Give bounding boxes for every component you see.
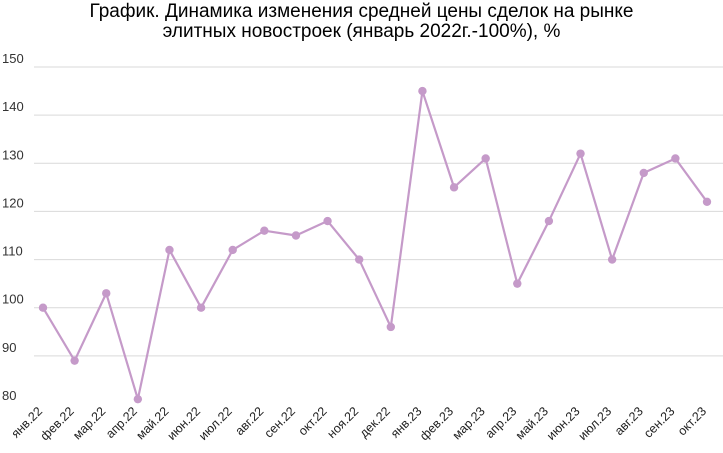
y-tick-label-150: 150 xyxy=(2,51,24,66)
x-tick-label-13: фев.23 xyxy=(417,404,456,443)
x-tick-label-3: апр.22 xyxy=(103,404,140,441)
y-tick-label-100: 100 xyxy=(2,292,24,307)
x-tick-label-6: июл.22 xyxy=(196,404,235,443)
x-tick-label-1: фев.22 xyxy=(38,404,77,443)
data-point-12 xyxy=(418,86,427,96)
chart-title-line-1: График. Динамика изменения средней цены … xyxy=(89,1,634,22)
x-tick-label-21: окт.23 xyxy=(675,404,709,438)
data-point-11 xyxy=(386,322,396,332)
y-tick-label-80: 80 xyxy=(2,388,16,403)
data-point-18 xyxy=(607,255,617,264)
data-point-16 xyxy=(544,216,554,226)
x-tick-label-15: апр.23 xyxy=(483,404,520,441)
data-point-17 xyxy=(576,149,585,158)
y-axis-tick-labels: 80 90 100 110 120 130 140 150 xyxy=(2,51,24,403)
chart-title-line-2: элитных новостроек (январь 2022г.-100%),… xyxy=(162,21,561,42)
x-tick-label-17: июн.23 xyxy=(544,404,583,443)
data-point-7 xyxy=(260,226,269,235)
chart-title: График. Динамика изменения средней цены … xyxy=(0,2,723,42)
x-tick-label-16: май.23 xyxy=(513,404,551,442)
data-point-9 xyxy=(323,216,332,226)
data-point-20 xyxy=(671,154,680,163)
x-tick-label-7: авг.22 xyxy=(233,404,267,438)
x-tick-label-18: июл.23 xyxy=(576,404,615,443)
x-tick-label-4: май.22 xyxy=(133,404,171,442)
data-point-19 xyxy=(639,168,648,178)
data-point-8 xyxy=(291,231,301,240)
gridlines xyxy=(34,66,723,357)
y-tick-label-130: 130 xyxy=(2,147,24,162)
data-point-21 xyxy=(702,197,712,206)
data-point-15 xyxy=(513,279,522,288)
data-point-3 xyxy=(133,394,143,404)
y-tick-label-110: 110 xyxy=(2,244,23,259)
x-tick-label-11: дек.22 xyxy=(357,404,393,440)
series-line-0 xyxy=(42,89,708,401)
y-tick-label-120: 120 xyxy=(2,195,24,210)
x-tick-label-10: ноя.22 xyxy=(325,404,362,441)
series-layer xyxy=(38,86,712,404)
data-point-1 xyxy=(70,356,79,365)
x-tick-label-5: июн.22 xyxy=(165,404,204,443)
x-tick-label-8: сен.22 xyxy=(262,404,298,440)
data-point-5 xyxy=(196,303,206,312)
x-tick-label-9: окт.22 xyxy=(296,404,330,438)
x-tick-label-20: сен.23 xyxy=(641,404,677,440)
data-point-2 xyxy=(102,289,111,298)
data-point-10 xyxy=(354,255,364,264)
x-tick-label-19: авг.23 xyxy=(612,404,646,438)
data-point-4 xyxy=(165,245,174,255)
x-tick-label-14: мар.23 xyxy=(450,404,488,442)
x-tick-label-2: мар.22 xyxy=(70,404,108,442)
data-point-0 xyxy=(38,303,48,312)
data-point-6 xyxy=(228,245,237,255)
x-axis-tick-labels: янв.22фев.22мар.22апр.22май.22июн.22июл.… xyxy=(9,404,710,443)
data-point-14 xyxy=(481,154,490,163)
y-tick-label-140: 140 xyxy=(2,99,24,114)
y-tick-label-90: 90 xyxy=(2,340,16,355)
data-point-13 xyxy=(449,183,459,192)
